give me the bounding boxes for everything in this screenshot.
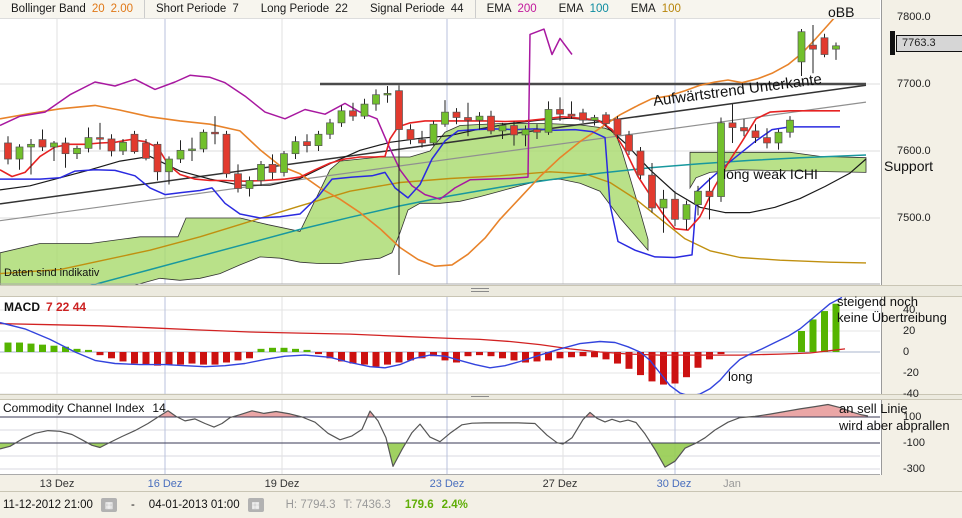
- last-price-label: 7763.3: [896, 35, 962, 52]
- macd-tick-label: 0: [903, 346, 910, 358]
- annotation-cci-note-1[interactable]: an sell Linie: [839, 401, 908, 416]
- time-tick-label: 16 Dez: [147, 478, 183, 490]
- indicator-settings-bar: Bollinger Band 20 2.00 Short Periode 7 Long P…: [0, 0, 880, 19]
- date-range-separator: -: [130, 499, 135, 511]
- indicator-label: Short Periode: [156, 3, 227, 15]
- macd-title: MACD 7 22 44: [4, 300, 86, 314]
- splitter-grip-icon[interactable]: [471, 288, 489, 294]
- indicator-item[interactable]: Bollinger Band 20 2.00: [0, 0, 144, 18]
- indicator-value: 100: [589, 3, 609, 15]
- macd-chart[interactable]: [0, 297, 880, 394]
- price-chart[interactable]: [0, 0, 880, 285]
- indicator-label: EMA: [486, 3, 512, 15]
- last-price-marker: [890, 31, 895, 55]
- macd-tick-label: -40: [903, 388, 919, 400]
- price-chart-panel[interactable]: Bollinger Band 20 2.00 Short Periode 7 Long P…: [0, 0, 882, 285]
- indicator-value: 44: [450, 3, 464, 15]
- indicator-value: 22: [335, 3, 348, 15]
- indicator-label: Long Periode: [260, 3, 330, 15]
- cci-tick-label: -100: [903, 437, 926, 449]
- indicator-item[interactable]: EMA 100: [620, 0, 692, 18]
- panel-splitter[interactable]: [0, 394, 962, 400]
- cci-chart[interactable]: [0, 400, 880, 475]
- indicator-value: 20: [91, 3, 105, 15]
- indicator-label: Bollinger Band: [11, 3, 86, 15]
- price-tick-label: 7500.0: [897, 212, 931, 224]
- macd-panel[interactable]: [0, 297, 882, 394]
- date-to-field[interactable]: 04-01-2013 01:00: [148, 499, 240, 511]
- cci-panel[interactable]: [0, 400, 882, 475]
- time-tick-label: 27 Dez: [542, 478, 578, 490]
- indicator-item[interactable]: EMA 100: [548, 0, 620, 18]
- macd-title-text: MACD: [4, 300, 40, 314]
- annotation-obb[interactable]: oBB: [828, 4, 855, 20]
- time-tick-label: 19 Dez: [264, 478, 300, 490]
- cci-tick-label: 100: [903, 411, 922, 423]
- macd-tick-label: -20: [903, 367, 919, 379]
- macd-params: 7 22 44: [46, 300, 87, 314]
- date-from-field[interactable]: 11-12-2012 21:00: [3, 499, 93, 511]
- annotation-ichi[interactable]: long weak ICHI: [723, 166, 818, 182]
- panel-splitter[interactable]: [0, 285, 962, 297]
- indicator-item[interactable]: Short Periode 7: [144, 0, 250, 18]
- annotation-macd-note-2[interactable]: keine Übertreibung: [837, 310, 947, 325]
- disclaimer-text: Daten sind indikativ: [4, 267, 100, 279]
- time-axis: 13 Dez 16 Dez 19 Dez 23 Dez 27 Dez 30 Dez Jan: [0, 475, 962, 491]
- change-absolute: 179.6: [404, 499, 434, 511]
- indicator-value: 200: [517, 3, 537, 15]
- macd-tick-label: 40: [903, 304, 916, 316]
- time-tick-label: 13 Dez: [39, 478, 75, 490]
- price-tick-label: 7600.0: [897, 145, 931, 157]
- time-tick-label: Jan: [723, 478, 741, 490]
- indicator-item[interactable]: EMA 200: [474, 0, 548, 18]
- splitter-grip-icon[interactable]: [471, 396, 489, 399]
- high-value: H: 7794.3: [285, 499, 336, 511]
- status-bar: 11-12-2012 21:00 ▦ - 04-01-2013 01:00 ▦ …: [0, 491, 962, 518]
- annotation-macd-note-1[interactable]: steigend noch: [837, 294, 918, 309]
- change-percent: 2.4%: [441, 499, 468, 511]
- indicator-value: 100: [661, 3, 681, 15]
- indicator-item[interactable]: Long Periode 22: [250, 0, 359, 18]
- time-tick-label: 30 Dez: [656, 478, 692, 490]
- price-tick-label: 7800.0: [897, 11, 931, 23]
- time-tick-label: 23 Dez: [429, 478, 465, 490]
- cci-tick-label: -300: [903, 463, 926, 475]
- indicator-item[interactable]: Signal Periode 44: [359, 0, 475, 18]
- annotation-support[interactable]: Support: [884, 158, 934, 174]
- annotation-macd-long[interactable]: long: [728, 369, 753, 384]
- cci-title: Commodity Channel Index 14: [3, 401, 166, 415]
- indicator-value: 2.00: [110, 3, 133, 15]
- macd-tick-label: 20: [903, 325, 916, 337]
- calendar-from-button[interactable]: ▦: [100, 498, 117, 512]
- low-value: T: 7436.3: [343, 499, 391, 511]
- price-tick-label: 7700.0: [897, 78, 931, 90]
- indicator-value: 7: [232, 3, 239, 15]
- indicator-label: Signal Periode: [369, 3, 445, 15]
- indicator-label: EMA: [630, 3, 656, 15]
- indicator-label: EMA: [558, 3, 584, 15]
- annotation-cci-note-2[interactable]: wird aber abprallen: [839, 418, 950, 433]
- calendar-to-button[interactable]: ▦: [247, 498, 264, 512]
- cci-param: 14: [152, 401, 166, 415]
- cci-title-text: Commodity Channel Index: [3, 401, 145, 415]
